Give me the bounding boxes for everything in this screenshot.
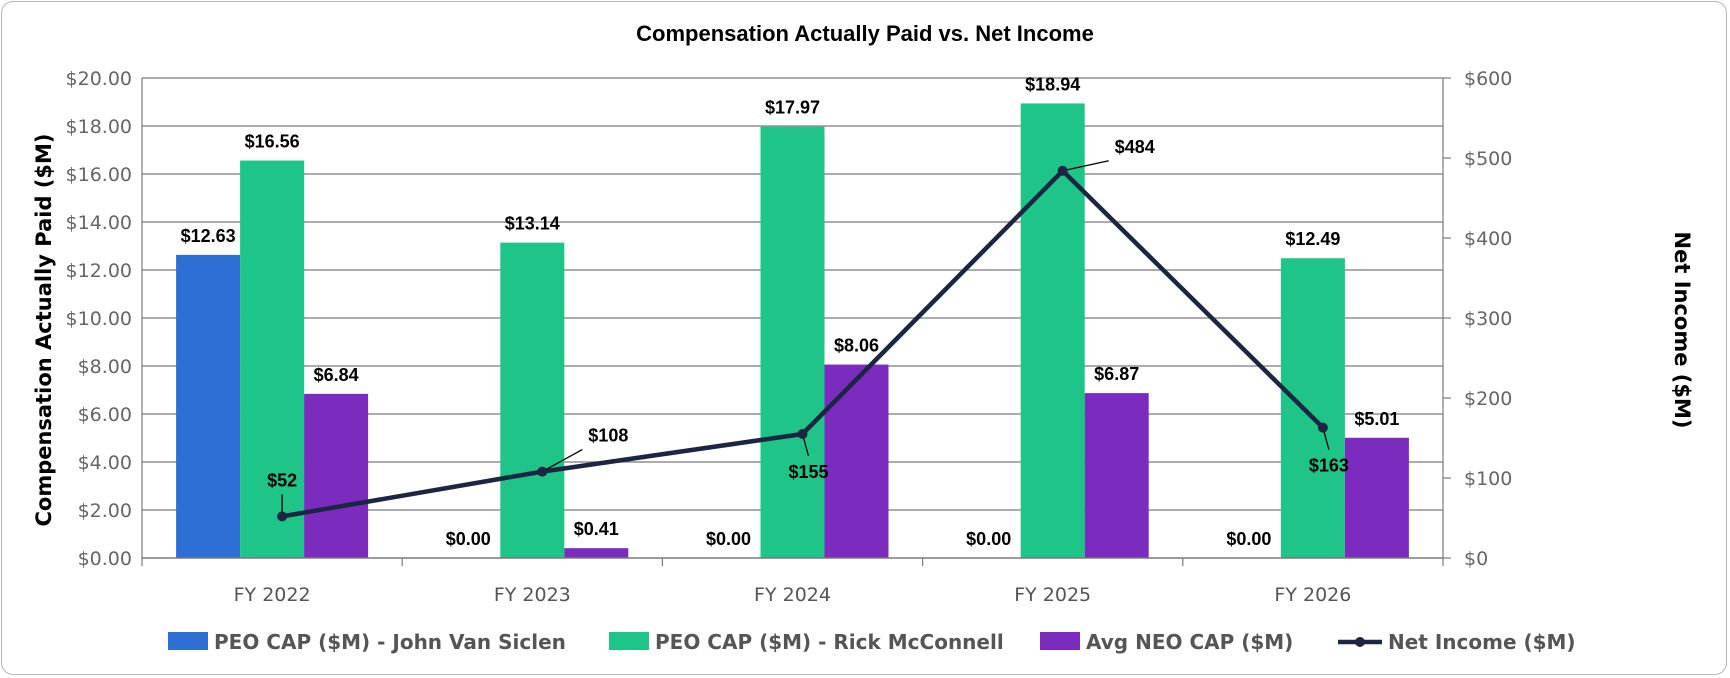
chart-title: Compensation Actually Paid vs. Net Incom… — [636, 21, 1094, 46]
y-tick-label: $0.00 — [78, 548, 132, 570]
legend-marker — [1355, 637, 1365, 647]
line-data-label: $108 — [588, 426, 628, 446]
legend-label: PEO CAP ($M) - John Van Siclen — [214, 630, 566, 654]
bar-data-label: $13.14 — [505, 214, 560, 234]
net-income-point — [797, 429, 808, 439]
bar — [1280, 258, 1345, 558]
bar — [760, 126, 825, 558]
bar-data-label: $0.41 — [574, 519, 619, 539]
bar-data-label: $16.56 — [245, 132, 300, 152]
bar-data-label: $6.84 — [314, 365, 359, 385]
x-tick-label: FY 2024 — [754, 584, 831, 606]
y-tick-label: $8.00 — [78, 356, 132, 378]
legend: PEO CAP ($M) - John Van Siclen PEO CAP ($… — [168, 630, 1576, 654]
line-data-label: $52 — [267, 470, 297, 490]
legend-swatch — [168, 632, 208, 650]
y-tick-label: $18.00 — [66, 116, 132, 138]
bar-data-label: $17.97 — [765, 98, 820, 118]
y2-tick-label: $200 — [1464, 388, 1512, 410]
y-tick-label: $12.00 — [66, 260, 132, 282]
net-income-point — [1317, 422, 1328, 433]
y2-tick-label: $300 — [1464, 308, 1512, 330]
y2-tick-label: $100 — [1464, 468, 1512, 490]
y2-tick-label: $0 — [1464, 548, 1488, 570]
bar — [240, 160, 305, 558]
bar — [564, 548, 629, 558]
bar-data-label: $6.87 — [1094, 364, 1139, 384]
x-tick-label: FY 2025 — [1014, 584, 1091, 606]
x-tick-label: FY 2022 — [234, 584, 311, 606]
bar — [1020, 103, 1085, 558]
bar-data-label: $5.01 — [1354, 409, 1399, 429]
y2-tick-label: $600 — [1464, 68, 1512, 90]
y-tick-label: $14.00 — [66, 212, 132, 234]
net-income-point — [1057, 165, 1068, 176]
bar-data-label: $8.06 — [834, 336, 879, 356]
line-data-label: $484 — [1115, 137, 1155, 157]
legend-label: Net Income ($M) — [1388, 630, 1576, 654]
y-tick-label: $2.00 — [78, 500, 132, 522]
y-tick-label: $6.00 — [78, 404, 132, 426]
x-tick-label: FY 2026 — [1274, 584, 1351, 606]
bar-data-label: $0.00 — [446, 529, 491, 549]
y-axis-title: Compensation Actually Paid ($M) — [32, 133, 56, 526]
bar-data-label: $12.63 — [181, 226, 236, 246]
bar-marks — [176, 103, 1409, 558]
data-label-leader — [1062, 160, 1109, 172]
line-series — [277, 160, 1330, 522]
bar — [1084, 393, 1149, 558]
legend-swatch — [609, 632, 649, 650]
axes: $0.00 $2.00 $4.00 $6.00 $8.00 $10.00 $12.00 $14… — [66, 68, 1513, 606]
y-tick-label: $4.00 — [78, 452, 132, 474]
y-tick-label: $10.00 — [66, 308, 132, 330]
legend-label: PEO CAP ($M) - Rick McConnell — [655, 630, 1004, 654]
bar — [1344, 437, 1409, 558]
y-tick-label: $16.00 — [66, 164, 132, 186]
data-label-leader — [541, 449, 583, 473]
x-tick-label: FY 2023 — [494, 584, 571, 606]
net-income-point — [277, 511, 288, 522]
legend-label: Avg NEO CAP ($M) — [1086, 630, 1293, 654]
bar-data-label: $0.00 — [966, 529, 1011, 549]
y2-tick-label: $500 — [1464, 148, 1512, 170]
legend-swatch — [1040, 632, 1080, 650]
bar — [824, 364, 889, 558]
y-tick-label: $20.00 — [66, 68, 132, 90]
bar — [176, 254, 241, 558]
bar-data-label: $0.00 — [706, 529, 751, 549]
bar — [500, 242, 565, 558]
bar-data-label: $0.00 — [1226, 529, 1271, 549]
line-data-label: $163 — [1309, 456, 1349, 476]
line-data-label: $155 — [788, 462, 828, 482]
data-labels: $12.63 $0.00 $0.00 $0.00 $0.00 $16.56 $13.14 $1… — [181, 74, 1400, 549]
y2-tick-label: $400 — [1464, 228, 1512, 250]
bar — [304, 393, 369, 558]
y2-axis-title: Net Income ($M) — [1670, 232, 1694, 429]
net-income-point — [537, 466, 548, 477]
bar-data-label: $12.49 — [1285, 229, 1340, 249]
bar-data-label: $18.94 — [1025, 74, 1080, 94]
